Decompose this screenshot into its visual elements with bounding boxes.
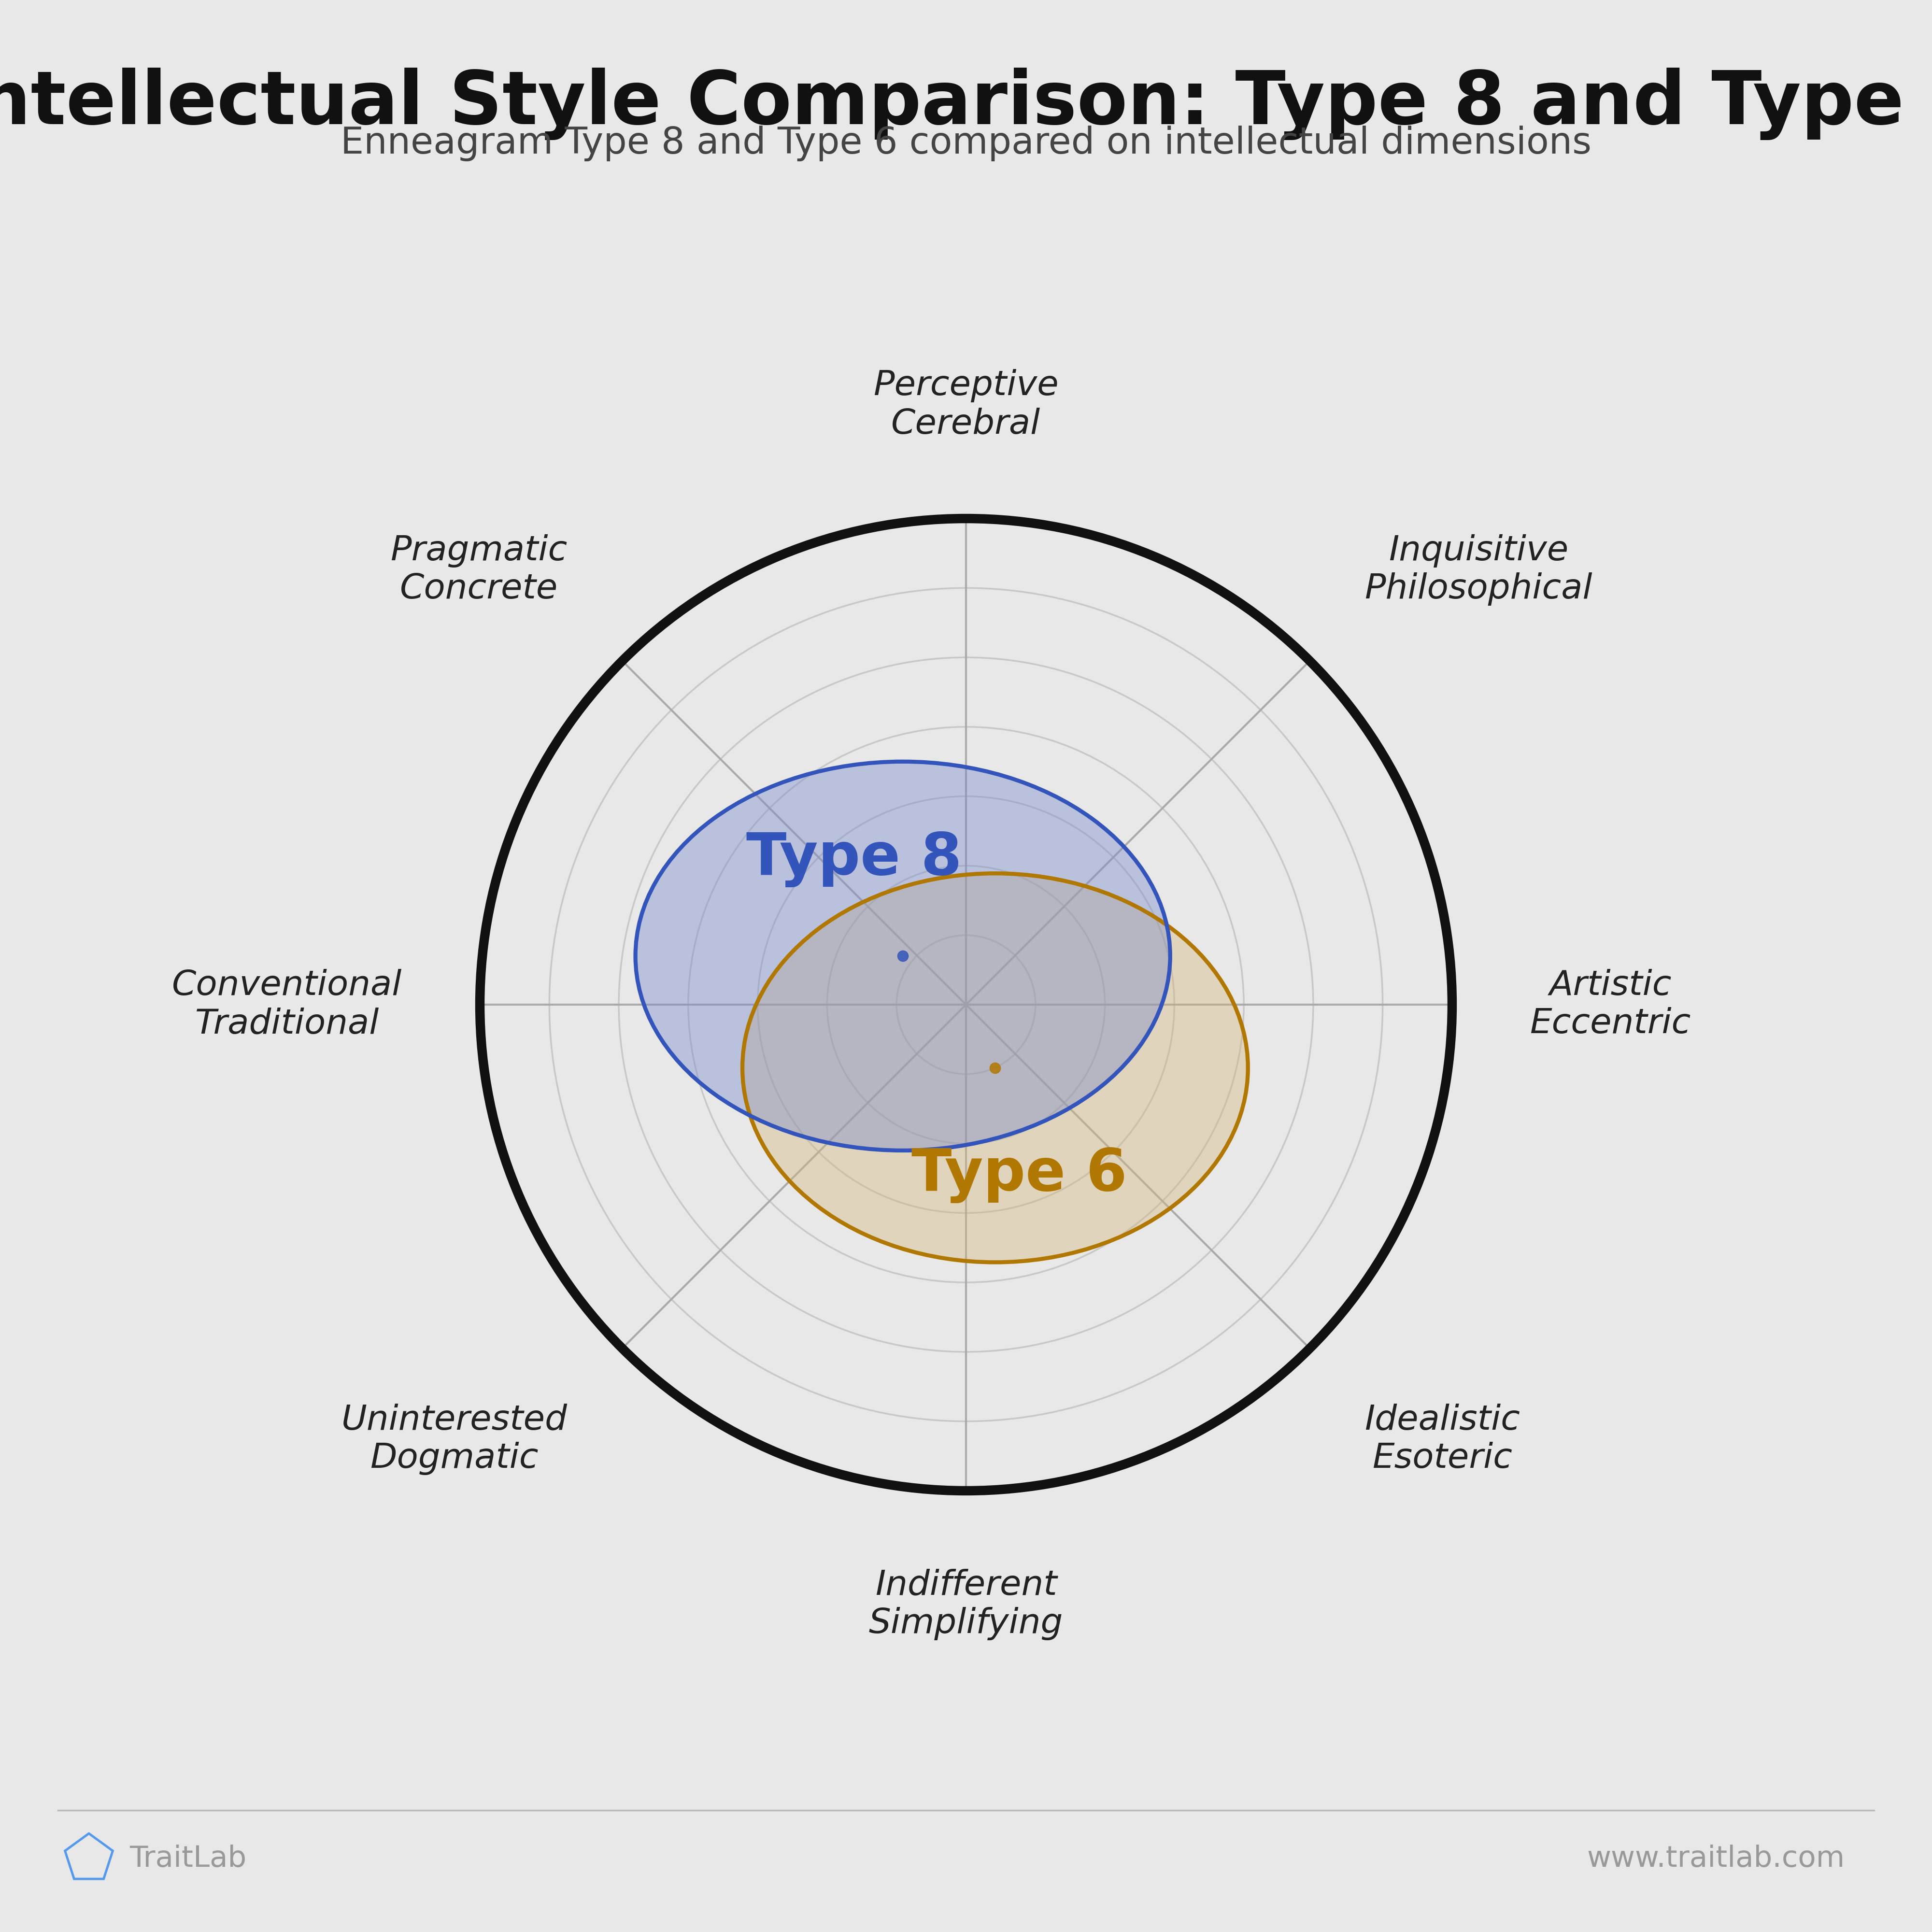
Text: Perceptive
Cerebral: Perceptive Cerebral <box>873 369 1059 440</box>
Text: Type 8: Type 8 <box>746 831 962 887</box>
Text: Artistic
Eccentric: Artistic Eccentric <box>1530 968 1690 1041</box>
Text: Conventional
Traditional: Conventional Traditional <box>172 968 402 1041</box>
Text: Uninterested
Dogmatic: Uninterested Dogmatic <box>342 1403 568 1476</box>
Text: Inquisitive
Philosophical: Inquisitive Philosophical <box>1364 533 1592 607</box>
Text: www.traitlab.com: www.traitlab.com <box>1586 1845 1845 1872</box>
Ellipse shape <box>636 761 1171 1150</box>
Text: Enneagram Type 8 and Type 6 compared on intellectual dimensions: Enneagram Type 8 and Type 6 compared on … <box>340 126 1592 162</box>
Text: TraitLab: TraitLab <box>129 1845 247 1872</box>
Text: Type 6: Type 6 <box>912 1146 1128 1204</box>
Text: Indifferent
Simplifying: Indifferent Simplifying <box>869 1569 1063 1640</box>
Text: Idealistic
Esoteric: Idealistic Esoteric <box>1364 1403 1520 1476</box>
Text: Pragmatic
Concrete: Pragmatic Concrete <box>390 533 568 607</box>
Ellipse shape <box>742 873 1248 1262</box>
Text: Intellectual Style Comparison: Type 8 and Type 6: Intellectual Style Comparison: Type 8 an… <box>0 68 1932 141</box>
